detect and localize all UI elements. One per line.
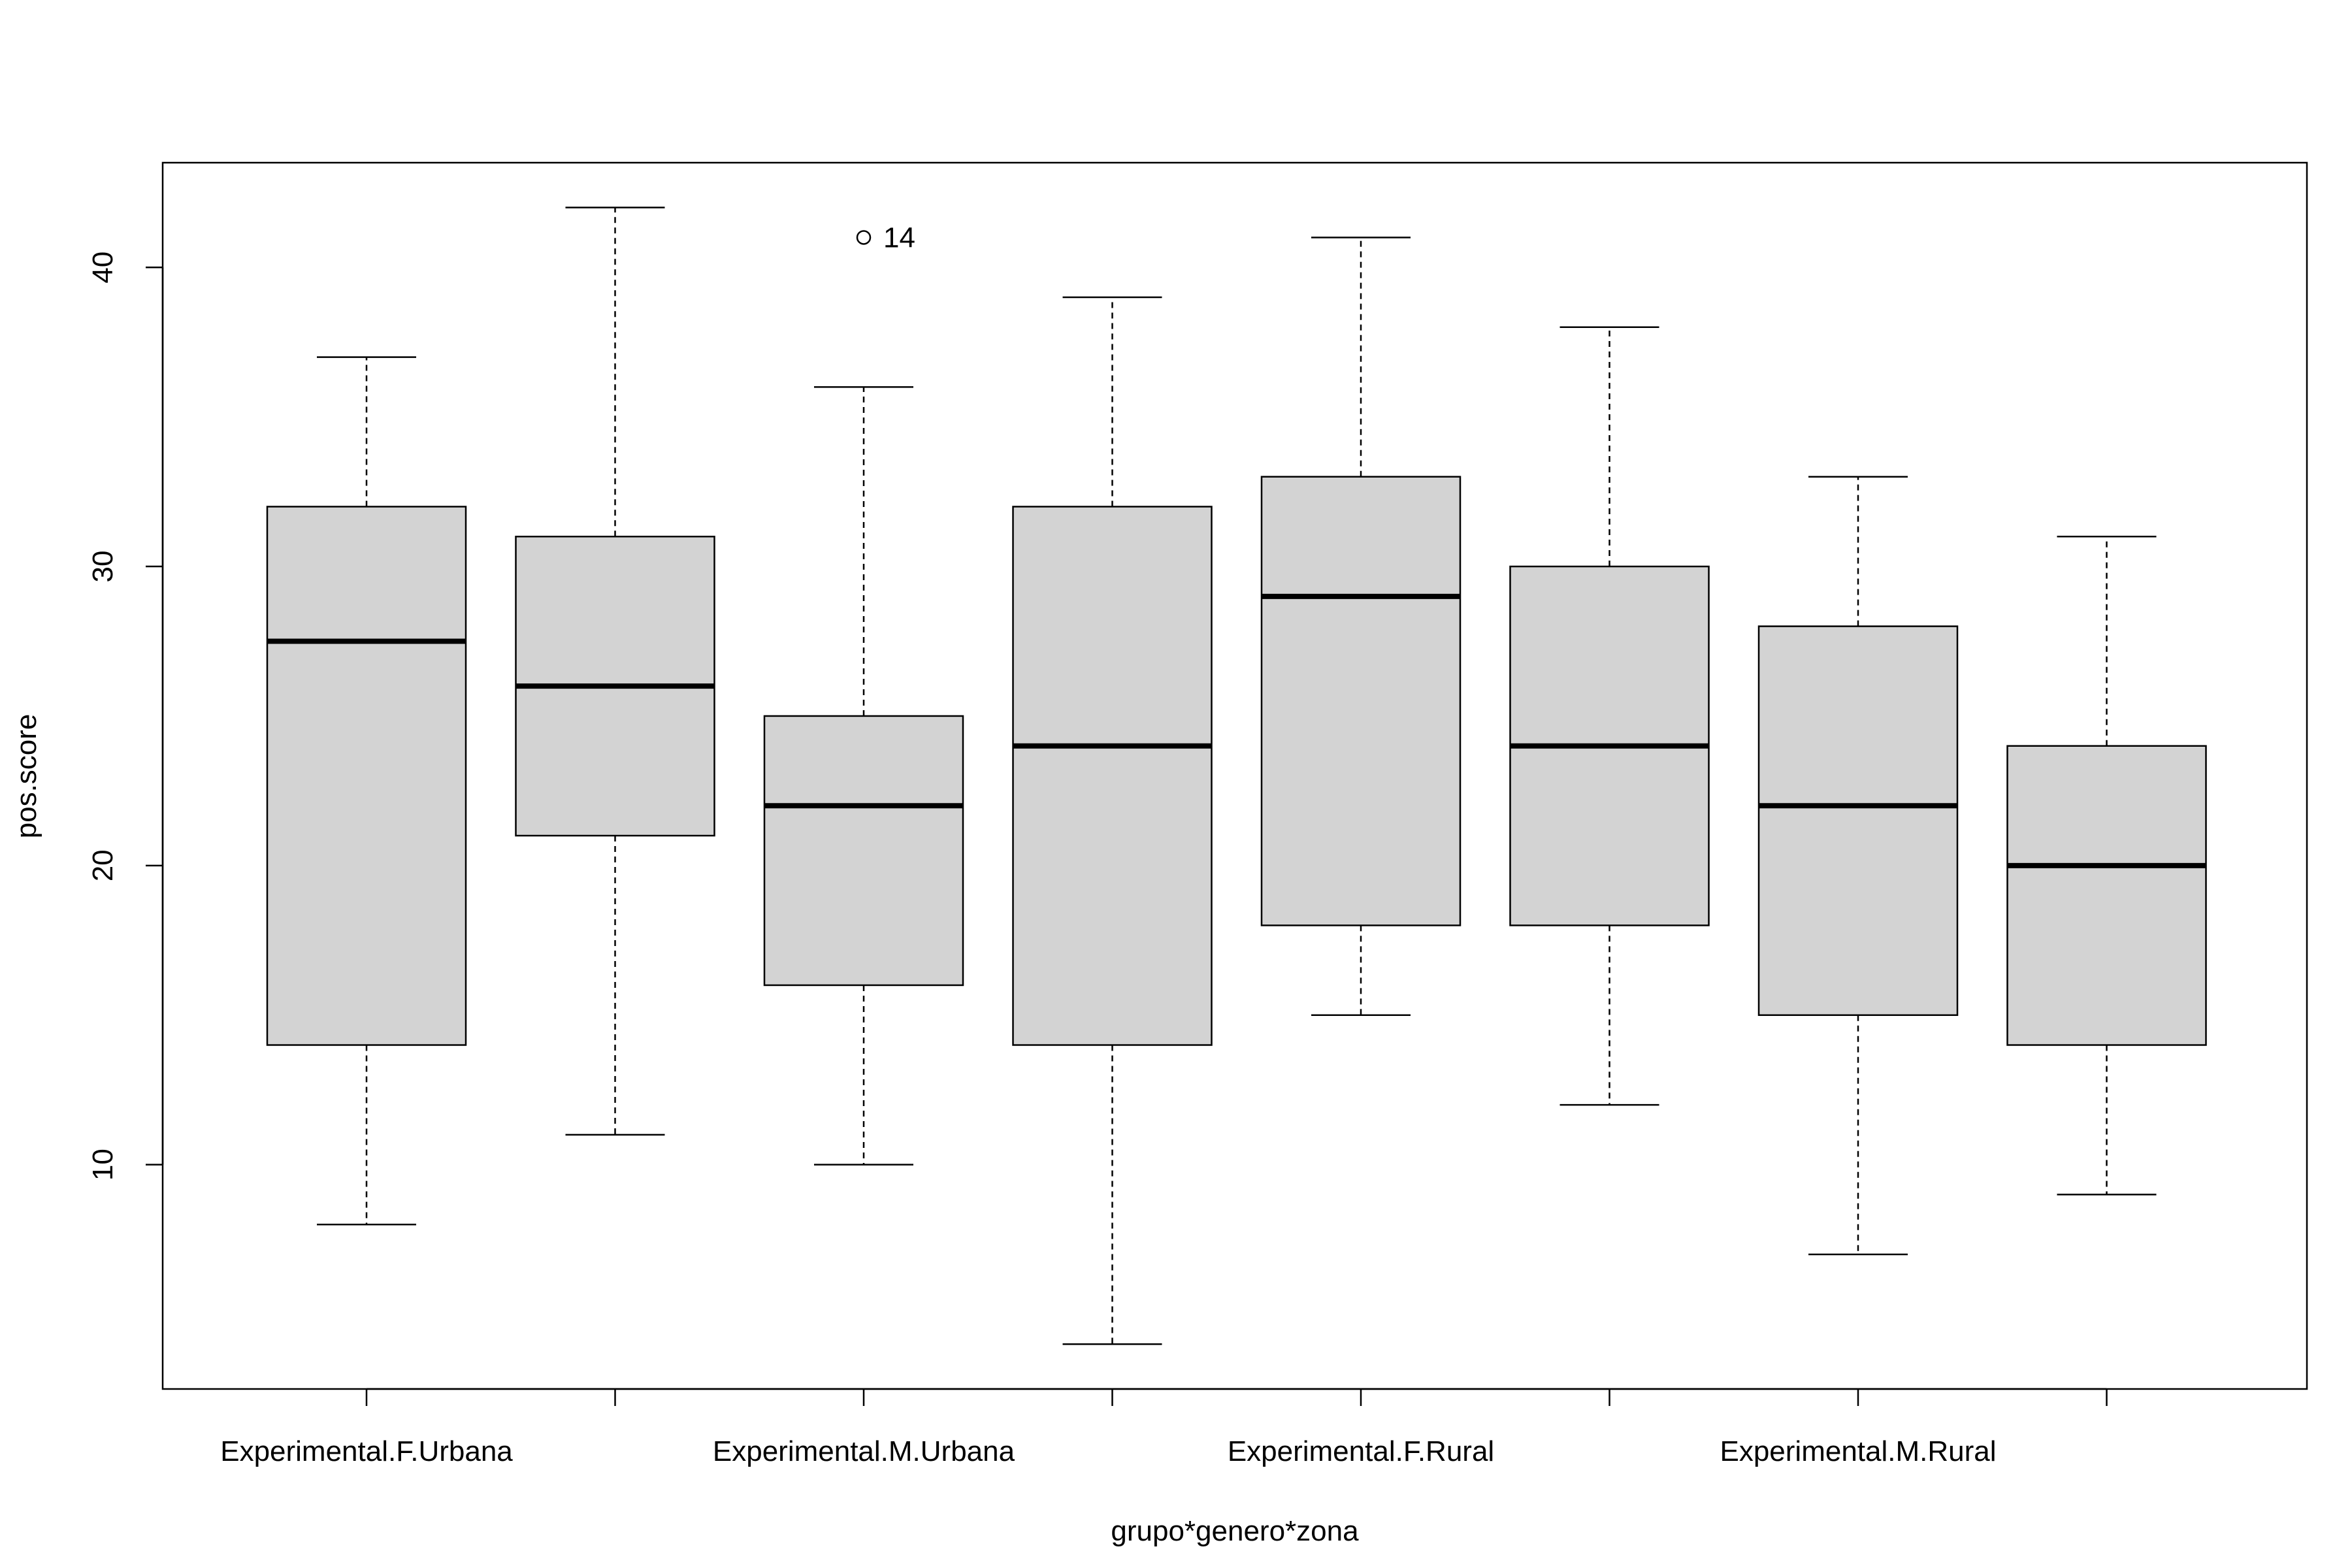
x-axis: Experimental.F.Urbana Experimental.M.Urba… — [220, 1388, 2108, 1467]
box-group — [2006, 536, 2207, 1196]
box-group — [515, 206, 715, 1136]
x-axis-label: grupo*genero*zona — [1111, 1515, 1359, 1547]
box-iqr — [763, 715, 964, 987]
box-group — [763, 386, 964, 1166]
y-axis-label: pos.score — [10, 714, 42, 839]
box-group — [1012, 296, 1213, 1345]
y-tick-label: 20 — [87, 849, 119, 881]
y-axis: 10 20 30 40 — [87, 252, 164, 1181]
box-group — [1509, 326, 1710, 1106]
x-tick-label: Experimental.F.Rural — [1228, 1435, 1494, 1467]
boxes-layer: 14 — [266, 206, 2207, 1345]
outlier-point — [856, 230, 872, 245]
y-tick-label: 10 — [87, 1149, 119, 1181]
x-tick-label: Experimental.M.Rural — [1720, 1435, 1996, 1467]
box-iqr — [1757, 625, 1959, 1016]
box-iqr — [266, 506, 467, 1046]
outlier-label: 14 — [883, 221, 915, 253]
box-iqr — [1012, 506, 1213, 1046]
box-iqr — [2006, 745, 2207, 1046]
box-iqr — [1260, 476, 1462, 926]
box-group — [1260, 237, 1462, 1016]
box-group — [266, 356, 467, 1226]
x-tick-label: Experimental.M.Urbana — [713, 1435, 1015, 1467]
y-tick-label: 40 — [87, 252, 119, 284]
box-group — [1757, 476, 1959, 1256]
x-tick-label: Experimental.F.Urbana — [220, 1435, 513, 1467]
y-tick-label: 30 — [87, 551, 119, 583]
